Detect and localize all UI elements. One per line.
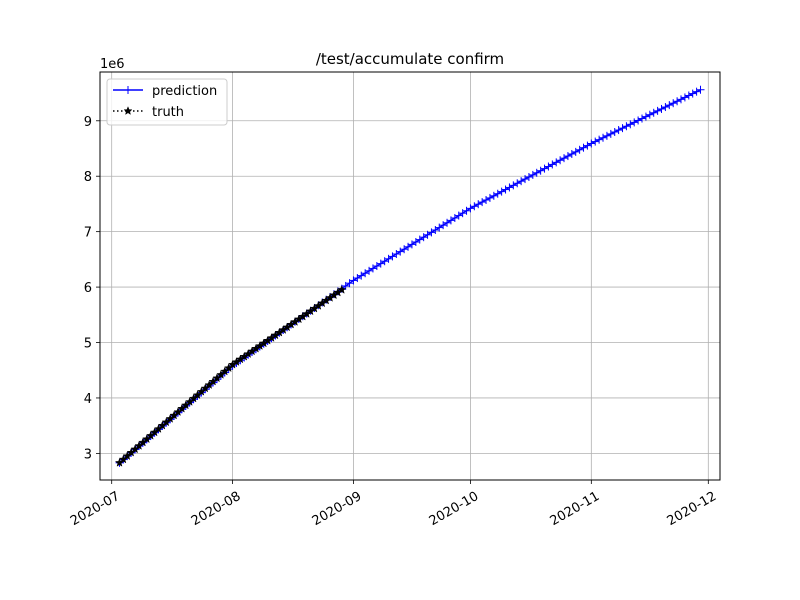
y-offset-label: 1e6 [100,57,125,72]
data-point-prediction [587,139,596,148]
data-point-prediction [583,141,592,150]
data-point-prediction [610,127,619,136]
data-point-truth [337,284,347,294]
data-point-prediction [474,200,483,209]
data-point-prediction [579,143,588,152]
data-point-prediction [521,175,530,184]
data-point-prediction [649,108,658,117]
data-point-prediction [680,93,689,102]
data-point-prediction [524,172,533,181]
data-point-prediction [696,85,705,94]
data-point-prediction [673,97,682,106]
y-tick-label: 5 [84,337,92,352]
data-point-prediction [571,147,580,156]
data-point-prediction [556,156,565,165]
data-point-prediction [653,106,662,115]
data-point-prediction [513,179,522,188]
legend-marker-prediction [124,86,132,94]
data-point-prediction [528,170,537,179]
y-tick-label: 3 [84,447,92,462]
data-point-prediction [669,99,678,108]
y-tick-label: 9 [84,115,92,130]
data-point-prediction [595,135,604,144]
legend-label-truth: truth [152,105,184,120]
data-point-prediction [614,126,623,135]
legend-marker-prediction [124,86,132,94]
data-point-prediction [540,164,549,173]
data-point-prediction [665,101,674,110]
data-point-prediction [563,152,572,161]
data-point-prediction [497,187,506,196]
grid [100,72,720,480]
data-point-prediction [688,89,697,98]
data-point-prediction [638,114,647,123]
data-point-prediction [626,120,635,129]
data-point-prediction [645,110,654,119]
data-point-prediction [560,154,569,163]
data-point-prediction [552,158,561,167]
data-point-prediction [517,177,526,186]
data-point-prediction [684,91,693,100]
data-point-prediction [622,122,631,131]
data-point-prediction [661,103,670,112]
y-tick-label: 8 [84,170,92,185]
data-point-prediction [591,137,600,146]
data-point-prediction [630,118,639,127]
legend-marker-truth [123,106,133,115]
data-point-prediction [657,104,666,113]
plot-frame [99,71,721,481]
data-point-prediction [677,95,686,104]
y-tick-label: 4 [84,392,92,407]
data-point-prediction [544,162,553,171]
y-tick-label: 6 [84,281,92,296]
data-point-prediction [466,204,475,213]
data-point-prediction [505,183,514,192]
data-point-prediction [470,202,479,211]
data-point-prediction [482,196,491,205]
data-point-prediction [536,166,545,175]
data-point-prediction [489,191,498,200]
legend-label-prediction: prediction [152,84,217,99]
series-truth [114,284,347,467]
y-tick-label: 7 [84,226,92,241]
data-point-prediction [634,116,643,125]
data-point-prediction [548,160,557,169]
legend-marker-truth [123,106,133,115]
data-point-prediction [575,145,584,154]
data-point-prediction [501,185,510,194]
data-point-prediction [509,181,518,190]
data-point-prediction [618,124,627,133]
data-point-prediction [606,129,615,138]
data-point-prediction [532,168,541,177]
data-point-prediction [599,133,608,142]
data-point-prediction [692,87,701,96]
series-area [114,85,705,467]
data-point-prediction [485,193,494,202]
data-point-prediction [641,112,650,121]
data-point-prediction [567,149,576,158]
data-point-prediction [493,189,502,198]
chart-title: /test/accumulate confirm [316,50,504,68]
legend: prediction truth [106,78,228,126]
data-point-prediction [478,198,487,207]
data-point-prediction [602,131,611,140]
